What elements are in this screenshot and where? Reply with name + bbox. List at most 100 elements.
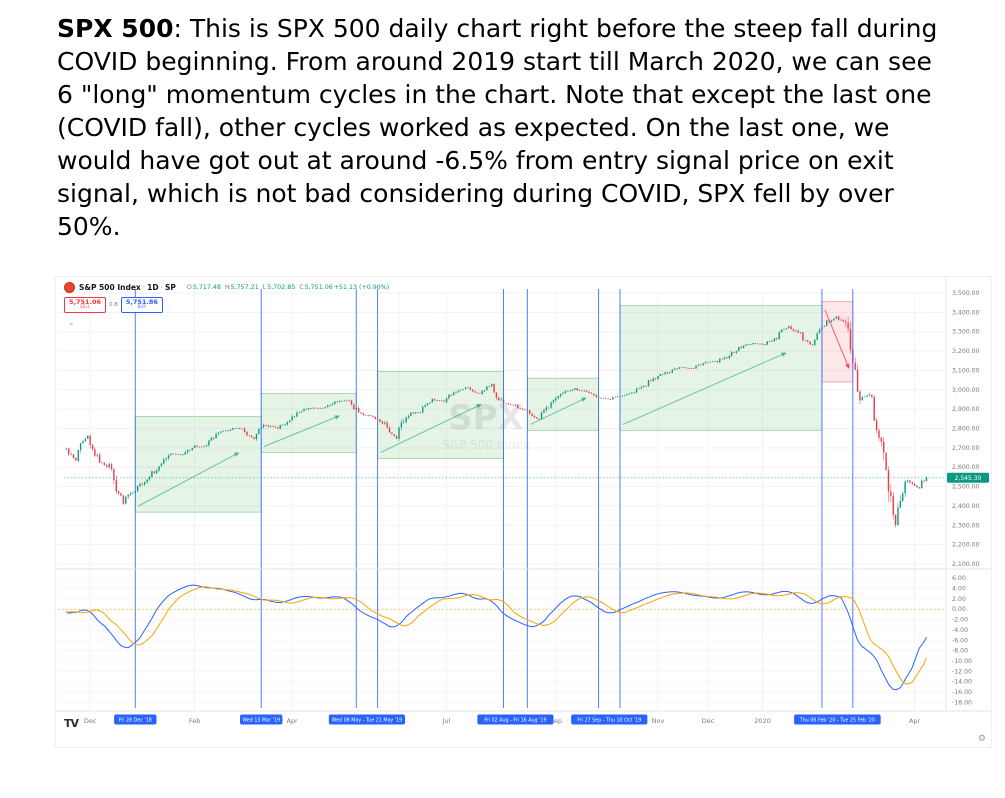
indicator-axis-label[interactable]: -14.00 [952,679,972,686]
price-axis-label[interactable]: 2,800.00 [952,426,980,433]
price-axis-label[interactable]: 2,500.00 [952,484,980,491]
last-price-badge[interactable]: 2,545.30 [947,472,989,483]
change-value: +51.13 (+0.90%) [333,284,390,291]
time-axis-label[interactable]: Apr [909,717,921,725]
separator-dot: · [160,283,163,292]
date-range-badge[interactable] [240,714,283,725]
cycle-box[interactable] [526,377,599,431]
time-axis-label[interactable]: Dec [702,717,715,725]
trend-arrow[interactable] [530,397,587,425]
price-axis-label[interactable]: 2,100.00 [952,561,980,568]
time-axis-label[interactable]: 2020 [754,717,771,725]
price-axis-label[interactable]: 3,300.00 [952,329,980,336]
ohlc-readout: O5,717.48 H5,757.21 L5,702.85 C5,751.06+51.… [183,284,389,291]
indicator-axis-label[interactable]: 6.00 [952,575,966,582]
svg-text:2,545.30: 2,545.30 [955,475,982,482]
sell-label: SELL [79,305,91,311]
axes: 2,100.00 2,200.00 2,300.00 2,400.00 2,500.00… [56,277,991,725]
indicator-axis-label[interactable]: -8.00 [952,648,968,655]
svg-text:Thu 06 Feb '20 - Tue 25 Feb '2: Thu 06 Feb '20 - Tue 25 Feb '20 [799,718,875,724]
chevron-down-icon[interactable]: ⌄ [68,318,75,327]
trend-arrow[interactable] [380,404,482,453]
indicator-axis-label[interactable]: -10.00 [952,658,972,665]
time-axis-label[interactable]: Feb [189,717,201,725]
buy-button[interactable]: 5,751.86 BUY [120,297,163,314]
indicator-axis-label[interactable]: -4.00 [952,627,968,634]
date-range-badge[interactable] [794,714,881,725]
tradingview-logo[interactable]: TV [64,717,79,730]
buy-price: 5,751.86 [125,298,158,306]
date-range-badges[interactable]: Fri 28 Dec '18 Wed 13 Mar '19 Wed 08 May -… [114,714,881,725]
tradingview-chart[interactable]: SPXS&P 500 Index2,100.002,200.002,300.00… [55,276,992,748]
indicator-axis-label[interactable]: -16.00 [952,689,972,696]
trend-arrow[interactable] [622,352,787,425]
date-range-badge[interactable] [328,714,406,725]
date-range-badge[interactable] [571,714,648,725]
svg-text:S&P 500 Index: S&P 500 Index [442,438,530,452]
price-axis-label[interactable]: 2,200.00 [952,542,980,549]
description-paragraph: SPX 500: This is SPX 500 daily chart rig… [57,12,950,243]
oscillator-orange-line[interactable] [66,586,927,685]
open-label: O [186,284,192,291]
symbol-exchange: SP [164,283,176,292]
date-range-badge[interactable] [114,714,157,725]
price-axis-label[interactable]: 2,300.00 [952,522,980,529]
price-axis-label[interactable]: 3,100.00 [952,367,980,374]
indicator-axis-label[interactable]: 4.00 [952,586,966,593]
svg-text:Wed 13 Mar '19: Wed 13 Mar '19 [242,718,280,724]
trend-arrow[interactable] [824,309,850,369]
high-value: 5,757.21 [230,284,259,291]
trend-arrow[interactable] [264,415,340,447]
low-label: L [262,284,267,291]
time-axis-label[interactable]: Jul [442,717,451,725]
oscillator-blue-line[interactable] [66,584,927,691]
indicator-axis-label[interactable]: 2.00 [952,596,966,603]
price-axis-label[interactable]: 2,700.00 [952,445,980,452]
open-value: 5,717.48 [192,284,221,291]
order-panel: 5,751.06 SELL 0.8 5,751.86 BUY [64,297,163,314]
signal-lines[interactable] [134,289,854,708]
sp-logo-icon [64,282,75,293]
svg-text:Fri 28 Dec '18: Fri 28 Dec '18 [119,718,152,724]
price-axis-label[interactable]: 3,400.00 [952,309,980,316]
price-axis-label[interactable]: 3,500.00 [952,290,980,297]
description-lead: SPX 500 [57,14,174,43]
time-axis-label[interactable]: Dec [84,717,97,725]
indicator-axis-label[interactable]: -6.00 [952,637,968,644]
trend-arrow[interactable] [138,452,240,507]
price-axis-label[interactable]: 3,000.00 [952,387,980,394]
cycle-box[interactable] [260,393,357,453]
separator-dot: · [142,283,146,292]
time-axis-label[interactable]: Nov [652,717,665,725]
symbol-name: S&P 500 Index [79,283,141,292]
time-axis-label[interactable]: Sep [550,717,562,725]
settings-gear-icon[interactable]: ⚙ [977,734,986,744]
description-body: : This is SPX 500 daily chart right befo… [57,14,938,241]
svg-text:Fri 27 Sep - Thu 10 Oct '19: Fri 27 Sep - Thu 10 Oct '19 [577,718,641,724]
high-label: H [224,284,230,291]
cycle-box[interactable] [619,305,823,431]
date-range-badge[interactable] [477,714,554,725]
svg-text:Wed 08 May - Tue 21 May '19: Wed 08 May - Tue 21 May '19 [332,718,403,724]
sell-button[interactable]: 5,751.06 SELL [64,297,107,314]
price-axis-label[interactable]: 2,400.00 [952,503,980,510]
price-axis-label[interactable]: 3,200.00 [952,348,980,355]
indicator-axis-label[interactable]: -2.00 [952,617,968,624]
cycle-boxes[interactable] [134,301,854,513]
gridlines [58,291,946,711]
chart-canvas[interactable]: SPXS&P 500 Index2,100.002,200.002,300.00… [56,277,991,747]
buy-label: BUY [137,305,147,311]
low-value: 5,702.85 [267,284,296,291]
symbol-title[interactable]: S&P 500 Index · 1D · SP [79,283,176,292]
indicator-axis-label[interactable]: -18.00 [952,699,972,706]
svg-text:Fri 02 Aug - Fri 16 Aug '19: Fri 02 Aug - Fri 16 Aug '19 [484,718,546,724]
candlestick-series[interactable] [65,315,928,528]
time-axis-label[interactable]: Apr [286,717,298,725]
price-axis-label[interactable]: 2,600.00 [952,464,980,471]
oscillator-pane [58,584,946,691]
sell-price: 5,751.06 [69,298,102,306]
indicator-axis-label[interactable]: -12.00 [952,668,972,675]
indicator-axis-label[interactable]: 0.00 [952,606,966,613]
price-axis-label[interactable]: 2,900.00 [952,406,980,413]
spread-value: 0.8 [109,302,118,309]
